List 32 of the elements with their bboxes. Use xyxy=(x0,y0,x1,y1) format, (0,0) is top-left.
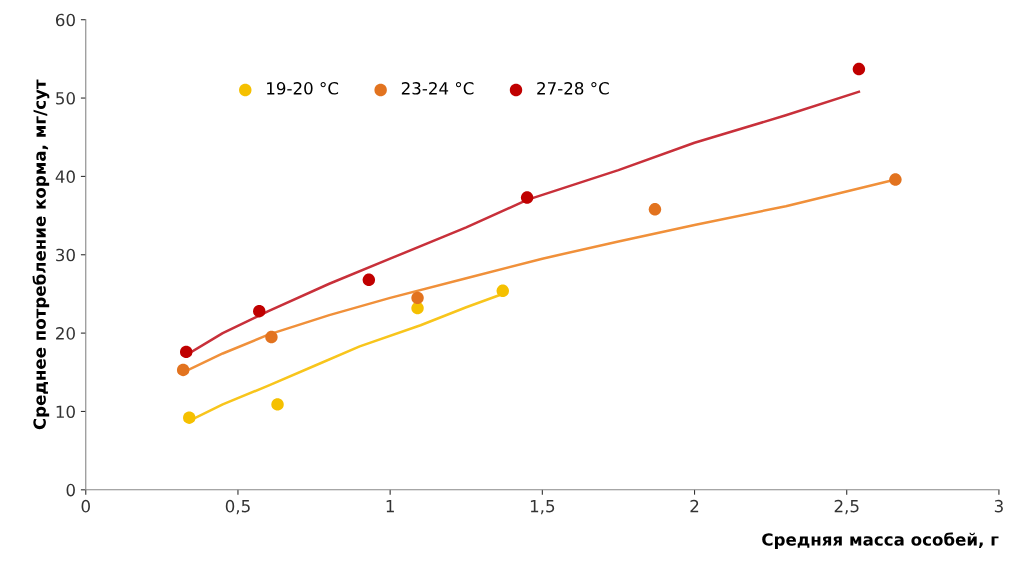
y-tick-label: 40 xyxy=(55,170,75,183)
point xyxy=(183,411,196,424)
x-tick-label: 0 xyxy=(81,499,90,513)
point xyxy=(362,273,376,287)
y-tick-label: 20 xyxy=(56,327,75,340)
y-tick-label: 50 xyxy=(56,92,75,105)
x-tick-label: 1 xyxy=(386,500,394,513)
x-tick-label: 2 xyxy=(690,499,699,513)
legend-label: 27-28 °C xyxy=(537,82,609,95)
x-axis-title: Средняя масса особей, г xyxy=(762,532,999,549)
x-tick-label: 2,5 xyxy=(834,499,859,515)
point xyxy=(889,173,902,186)
legend-label: 19-20 °C xyxy=(267,82,339,95)
legend-label: 23-24 °C xyxy=(401,82,474,95)
y-tick-label: 10 xyxy=(56,405,75,419)
point xyxy=(520,191,534,204)
point xyxy=(648,203,662,216)
point xyxy=(852,62,866,76)
point xyxy=(411,291,424,305)
y-tick-label: 0 xyxy=(66,483,75,497)
x-tick-label: 3 xyxy=(994,499,1003,513)
y-tick-label: 30 xyxy=(56,248,75,262)
point xyxy=(253,304,266,318)
point xyxy=(180,345,193,359)
point xyxy=(271,398,284,411)
y-tick-label: 60 xyxy=(56,13,75,27)
point xyxy=(265,330,278,344)
point xyxy=(176,363,190,377)
x-tick-label: 0,5 xyxy=(225,499,250,515)
point xyxy=(496,284,509,298)
y-axis-title: Среднее потребление корма, мг/сут xyxy=(32,79,50,430)
x-tick-label: 1,5 xyxy=(530,500,555,515)
